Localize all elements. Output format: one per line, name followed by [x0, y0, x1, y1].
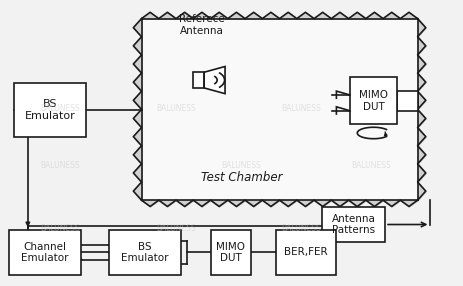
Text: Referece
Antenna: Referece Antenna	[179, 14, 224, 36]
Bar	[141, 19, 417, 200]
Bar	[109, 230, 181, 275]
Text: BALUNESS: BALUNESS	[221, 161, 261, 170]
Text: Test Chamber: Test Chamber	[200, 171, 282, 184]
Bar	[396, 91, 417, 111]
Text: BER,FER: BER,FER	[284, 247, 327, 257]
Bar	[275, 230, 336, 275]
Text: Channel
Emulator: Channel Emulator	[21, 242, 69, 263]
Polygon shape	[204, 67, 225, 94]
Bar	[211, 230, 250, 275]
Text: MIMO
DUT: MIMO DUT	[358, 90, 387, 112]
Text: BALUNESS: BALUNESS	[156, 224, 196, 233]
Bar	[9, 230, 81, 275]
Text: BS
Emulator: BS Emulator	[121, 242, 169, 263]
Text: BALUNESS: BALUNESS	[156, 104, 196, 113]
Text: BALUNESS: BALUNESS	[40, 224, 80, 233]
Text: MIMO
DUT: MIMO DUT	[216, 242, 245, 263]
Bar	[14, 83, 86, 137]
Text: BALUNESS: BALUNESS	[40, 104, 80, 113]
Text: BALUNESS: BALUNESS	[281, 104, 321, 113]
Bar	[322, 207, 384, 242]
Text: BALUNESS: BALUNESS	[40, 161, 80, 170]
Text: BALUNESS: BALUNESS	[350, 161, 390, 170]
Text: BALUNESS: BALUNESS	[281, 224, 321, 233]
Bar	[350, 77, 396, 124]
Text: Antenna
Patterns: Antenna Patterns	[331, 214, 375, 235]
Text: BS
Emulator: BS Emulator	[25, 99, 75, 121]
Bar	[192, 72, 204, 88]
